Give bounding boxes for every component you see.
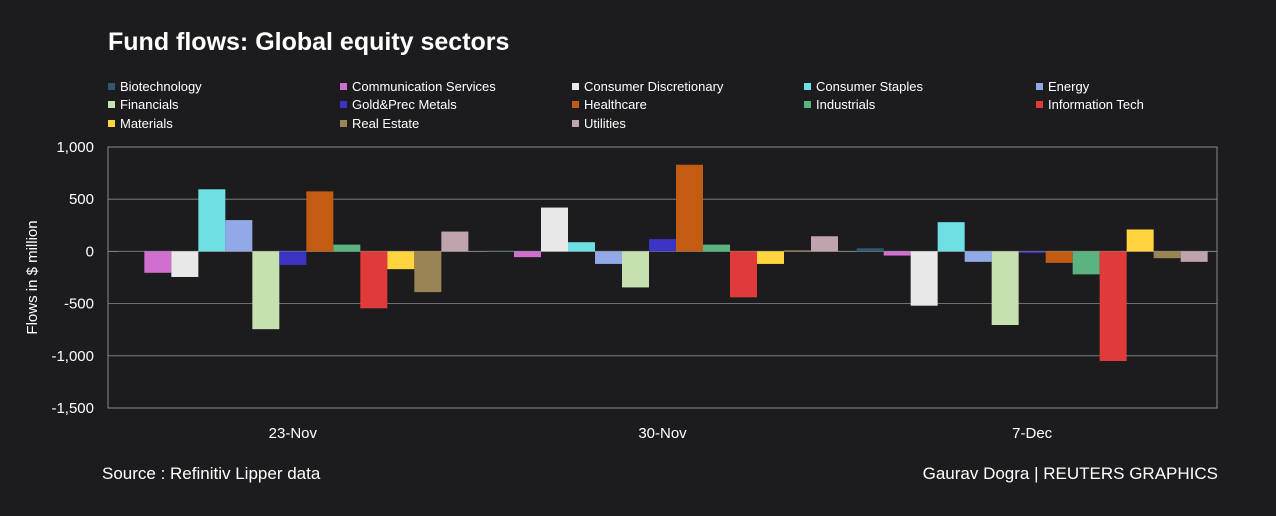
bar-information-tech-30-nov bbox=[730, 251, 757, 298]
legend-label: Communication Services bbox=[352, 78, 496, 94]
legend-item-consumer-discretionary: Consumer Discretionary bbox=[572, 77, 804, 96]
bar-materials-30-nov bbox=[757, 251, 784, 264]
bar-gold-prec-metals-23-nov bbox=[279, 251, 307, 265]
bar-gold-prec-metals-7-dec bbox=[1018, 251, 1046, 253]
legend-label: Financials bbox=[120, 97, 179, 113]
bar-healthcare-30-nov bbox=[676, 164, 703, 252]
bar-materials-7-dec bbox=[1126, 229, 1154, 252]
legend: Biotechnology Communication Services Consu… bbox=[108, 77, 1258, 133]
x-tick-label: 30-Nov bbox=[638, 425, 687, 442]
bar-energy-30-nov bbox=[595, 251, 622, 264]
bar-consumer-staples-30-nov bbox=[568, 242, 595, 252]
legend-label: Consumer Discretionary bbox=[584, 78, 724, 94]
bar-industrials-23-nov bbox=[333, 244, 361, 252]
legend-item-industrials: Industrials bbox=[804, 96, 1036, 115]
bar-consumer-staples-23-nov bbox=[198, 189, 226, 252]
legend-swatch bbox=[108, 119, 115, 127]
bar-consumer-discretionary-23-nov bbox=[171, 251, 199, 277]
y-axis-label: Flows in $ million bbox=[24, 220, 41, 334]
bar-utilities-23-nov bbox=[441, 231, 469, 252]
legend-label: Real Estate bbox=[352, 115, 420, 131]
legend-swatch bbox=[108, 82, 115, 90]
bar-energy-7-dec bbox=[964, 251, 992, 262]
bar-consumer-discretionary-30-nov bbox=[541, 207, 568, 252]
legend-item-real-estate: Real Estate bbox=[340, 114, 572, 133]
bar-utilities-7-dec bbox=[1180, 251, 1208, 262]
bar-biotechnology-7-dec bbox=[856, 248, 884, 252]
bar-industrials-30-nov bbox=[703, 244, 730, 252]
bar-materials-23-nov bbox=[387, 251, 415, 270]
bar-industrials-7-dec bbox=[1072, 251, 1100, 275]
bar-consumer-discretionary-7-dec bbox=[910, 251, 938, 306]
bar-information-tech-7-dec bbox=[1099, 251, 1127, 362]
bar-financials-23-nov bbox=[252, 251, 280, 330]
y-tick-label: -500 bbox=[64, 296, 94, 313]
legend-label: Healthcare bbox=[584, 97, 647, 113]
bar-financials-7-dec bbox=[991, 251, 1019, 326]
legend-label: Consumer Staples bbox=[816, 78, 923, 94]
legend-swatch bbox=[340, 82, 347, 90]
legend-swatch bbox=[1036, 82, 1043, 90]
y-tick-label: -1,500 bbox=[51, 400, 94, 417]
bar-healthcare-7-dec bbox=[1045, 251, 1073, 263]
bar-biotechnology-23-nov bbox=[117, 251, 145, 252]
legend-label: Gold&Prec Metals bbox=[352, 97, 457, 113]
bar-real-estate-30-nov bbox=[784, 250, 811, 252]
legend-item-communication-services: Communication Services bbox=[340, 77, 572, 96]
legend-label: Materials bbox=[120, 115, 173, 131]
plot-frame bbox=[107, 146, 1218, 409]
legend-label: Biotechnology bbox=[120, 78, 202, 94]
legend-item-consumer-staples: Consumer Staples bbox=[804, 77, 1036, 96]
legend-swatch bbox=[340, 101, 347, 109]
legend-swatch bbox=[572, 119, 579, 127]
legend-swatch bbox=[108, 101, 115, 109]
credit-note: Gaurav Dogra | REUTERS GRAPHICS bbox=[922, 464, 1218, 483]
bar-energy-23-nov bbox=[225, 220, 253, 252]
source-note: Source : Refinitiv Lipper data bbox=[102, 464, 321, 483]
bar-real-estate-7-dec bbox=[1153, 251, 1181, 259]
legend-item-energy: Energy bbox=[1036, 77, 1258, 96]
legend-item-healthcare: Healthcare bbox=[572, 96, 804, 115]
legend-swatch bbox=[572, 82, 579, 90]
bar-healthcare-23-nov bbox=[306, 191, 334, 252]
legend-swatch bbox=[804, 82, 811, 90]
bar-communication-services-23-nov bbox=[144, 251, 172, 273]
y-tick-label: -1,000 bbox=[51, 348, 94, 365]
bar-financials-30-nov bbox=[622, 251, 649, 288]
bar-gold-prec-metals-30-nov bbox=[649, 239, 676, 252]
x-tick-label: 23-Nov bbox=[269, 425, 318, 442]
legend-item-financials: Financials bbox=[108, 96, 340, 115]
legend-item-biotechnology: Biotechnology bbox=[108, 77, 340, 96]
x-tick-label: 7-Dec bbox=[1012, 425, 1053, 442]
legend-swatch bbox=[340, 119, 347, 127]
legend-item-materials: Materials bbox=[108, 114, 340, 133]
legend-swatch bbox=[804, 101, 811, 109]
legend-label: Industrials bbox=[816, 97, 876, 113]
bar-communication-services-7-dec bbox=[883, 251, 911, 256]
bar-utilities-30-nov bbox=[811, 236, 838, 252]
legend-swatch bbox=[1036, 101, 1043, 109]
bar-communication-services-30-nov bbox=[514, 251, 541, 258]
legend-label: Information Tech bbox=[1048, 97, 1144, 113]
chart-title: Fund flows: Global equity sectors bbox=[108, 28, 510, 56]
bar-biotechnology-30-nov bbox=[487, 250, 514, 252]
y-tick-label: 1,000 bbox=[56, 139, 94, 156]
legend-item-gold-prec-metals: Gold&Prec Metals bbox=[340, 96, 572, 115]
legend-label: Utilities bbox=[584, 115, 626, 131]
bar-real-estate-23-nov bbox=[414, 251, 442, 293]
y-tick-label: 500 bbox=[69, 191, 94, 208]
bar-consumer-staples-7-dec bbox=[937, 222, 965, 252]
legend-label: Energy bbox=[1048, 78, 1090, 94]
legend-item-information-tech: Information Tech bbox=[1036, 96, 1258, 115]
bar-information-tech-23-nov bbox=[360, 251, 388, 309]
legend-item-utilities: Utilities bbox=[572, 114, 804, 133]
legend-swatch bbox=[572, 101, 579, 109]
y-tick-label: 0 bbox=[86, 243, 94, 260]
